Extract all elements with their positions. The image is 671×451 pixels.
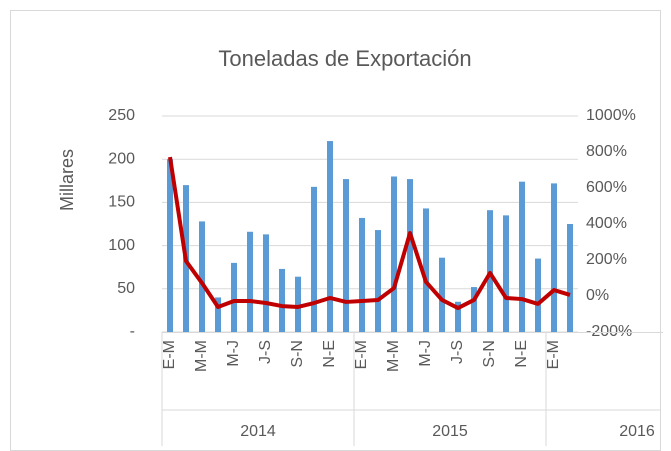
group-label: 2015 xyxy=(432,423,468,440)
x-tick-label: E-M xyxy=(353,340,370,369)
y2-tick-label: 600% xyxy=(586,179,627,196)
x-tick-label: M-M xyxy=(193,340,210,372)
bar xyxy=(231,262,237,332)
bar xyxy=(503,215,509,332)
y2-tick-label: 200% xyxy=(586,251,627,268)
bar xyxy=(167,159,173,332)
bar xyxy=(295,276,301,332)
bar xyxy=(407,179,413,332)
bar xyxy=(391,176,397,332)
x-tick-label: M-M xyxy=(385,340,402,372)
bar xyxy=(279,268,285,332)
bar xyxy=(327,141,333,332)
bar xyxy=(439,257,445,332)
chart-border xyxy=(10,10,661,451)
bar xyxy=(343,179,349,332)
y2-tick-label: 800% xyxy=(586,143,627,160)
y2-tick-label: 0% xyxy=(586,287,609,304)
x-tick-label: M-J xyxy=(417,340,434,367)
x-tick-label: J-S xyxy=(257,340,274,364)
bar xyxy=(359,217,365,332)
y-tick-label: 200 xyxy=(108,150,135,167)
y-tick-label: 50 xyxy=(117,280,135,297)
x-tick-label: S-N xyxy=(481,340,498,368)
y-axis-title: Millares xyxy=(57,149,77,211)
bar xyxy=(551,183,557,332)
y-tick-label: - xyxy=(130,323,135,340)
y-tick-label: 150 xyxy=(108,194,135,211)
x-tick-label: N-E xyxy=(513,340,530,368)
bar xyxy=(423,208,429,332)
bar xyxy=(311,186,317,332)
y2-tick-label: -200% xyxy=(586,323,632,340)
bar xyxy=(199,221,205,332)
line xyxy=(168,156,571,311)
x-tick-label: E-M xyxy=(161,340,178,369)
group-label: 2014 xyxy=(240,423,276,440)
x-tick-label: J-S xyxy=(449,340,466,364)
bar xyxy=(535,258,541,332)
bar xyxy=(519,181,525,332)
y-tick-label: 100 xyxy=(108,237,135,254)
x-tick-label: S-N xyxy=(289,340,306,368)
bar xyxy=(375,230,381,332)
y2-tick-label: 1000% xyxy=(586,107,636,124)
x-tick-label: E-M xyxy=(545,340,562,369)
x-tick-label: M-J xyxy=(225,340,242,367)
bar xyxy=(263,234,269,332)
bar xyxy=(471,287,477,332)
bar xyxy=(567,224,573,332)
x-tick-label: N-E xyxy=(321,340,338,368)
group-label: 2016 xyxy=(619,423,655,440)
chart-title: Toneladas de Exportación xyxy=(218,46,471,71)
bar xyxy=(247,231,253,332)
y2-tick-label: 400% xyxy=(586,215,627,232)
bar xyxy=(455,301,461,332)
bar xyxy=(215,297,221,332)
y-tick-label: 250 xyxy=(108,107,135,124)
